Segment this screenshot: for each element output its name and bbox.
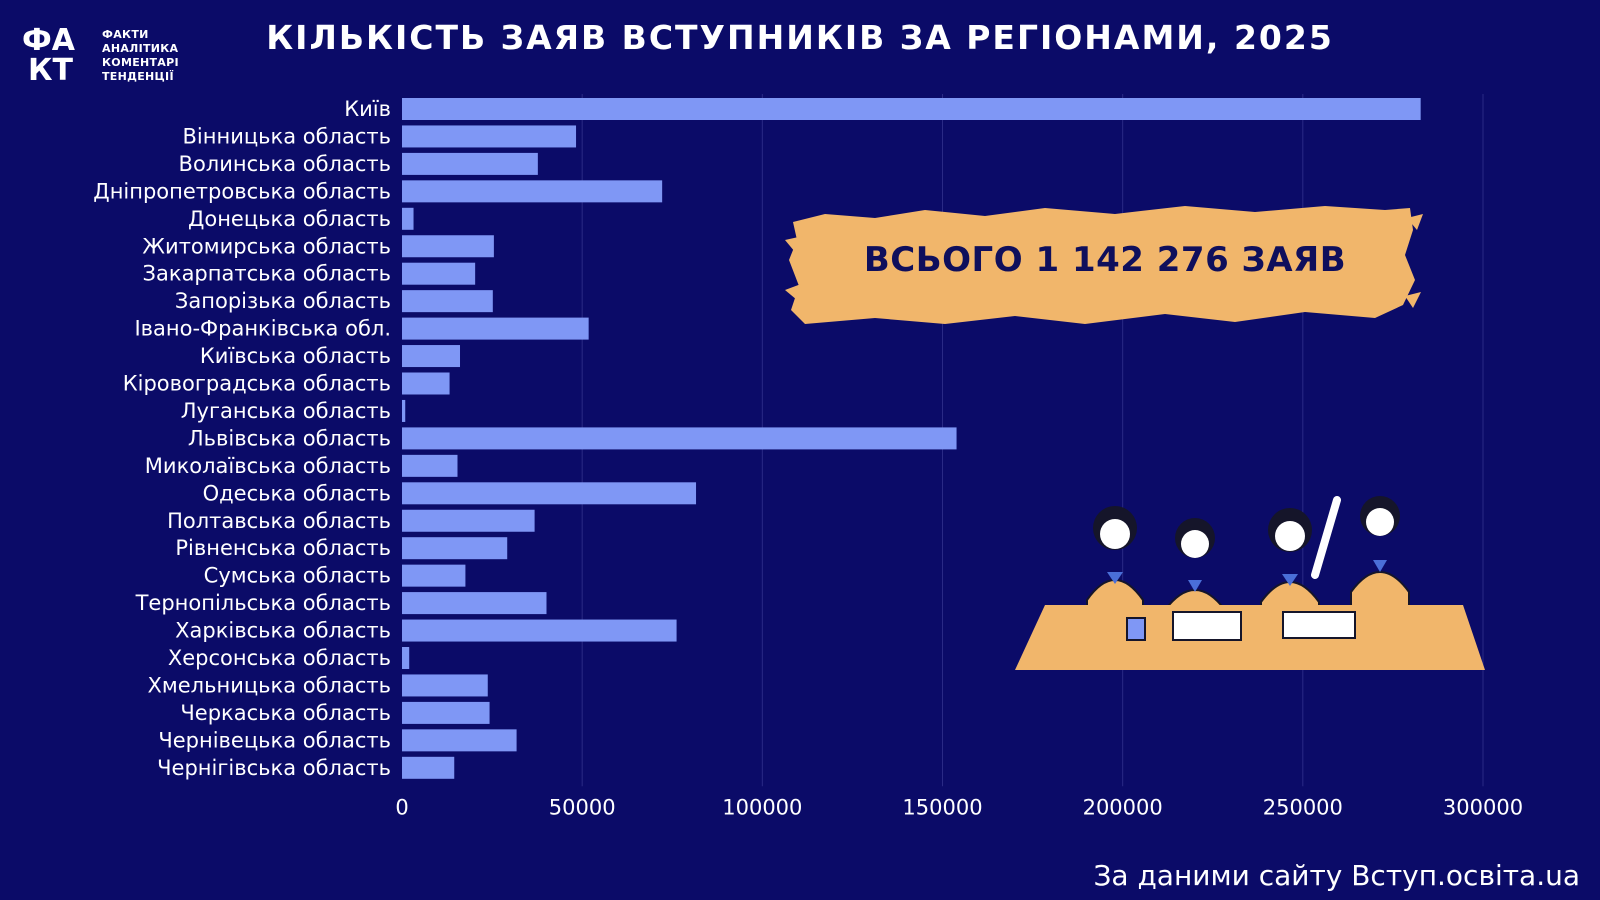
total-banner: ВСЬОГО 1 142 276 ЗАЯВ (785, 200, 1425, 330)
category-label: Івано-Франківська обл. (134, 317, 391, 341)
category-label: Київ (344, 97, 391, 121)
category-label: Закарпатська область (143, 262, 391, 286)
pencil-cup-icon (1126, 617, 1146, 641)
bar (402, 701, 490, 724)
bar (402, 372, 450, 395)
x-tick-label: 200000 (1083, 795, 1163, 819)
x-tick-label: 50000 (549, 795, 616, 819)
bar (402, 125, 577, 148)
category-label: Тернопільська область (135, 591, 391, 615)
bar (402, 674, 488, 697)
bar (402, 647, 410, 669)
category-label: Харківська область (175, 619, 391, 643)
paper-sheet-icon (1172, 611, 1242, 641)
desk-shape (1015, 605, 1485, 670)
logo-line: КОМЕНТАРІ (102, 56, 179, 69)
bar (402, 619, 677, 642)
student-figure-3 (1260, 496, 1341, 621)
bar (402, 290, 493, 313)
bar (402, 482, 697, 505)
logo-tagline: ФАКТИ АНАЛІТИКА КОМЕНТАРІ ТЕНДЕНЦІЇ (102, 28, 179, 84)
open-book-icon (1282, 611, 1356, 639)
bar (402, 509, 535, 532)
category-label: Львівська область (188, 426, 391, 450)
bar (402, 262, 476, 285)
category-label: Волинська область (179, 152, 391, 176)
logo-mark-bottom: КТ (28, 53, 74, 84)
bar (402, 235, 494, 258)
category-label: Рівненська область (175, 536, 391, 560)
category-label: Житомирська область (142, 234, 391, 258)
category-label: Чернігівська область (157, 756, 391, 780)
bar (402, 592, 547, 615)
logo-line: ФАКТИ (102, 28, 149, 41)
brand-logo: ФА КТ ФАКТИ АНАЛІТИКА КОМЕНТАРІ ТЕНДЕНЦІ… (22, 22, 197, 88)
bar (402, 399, 406, 422)
student-figure-4 (1350, 496, 1410, 613)
logo-line: АНАЛІТИКА (102, 42, 179, 55)
category-label: Луганська область (181, 399, 391, 423)
category-label: Кіровоградська область (123, 372, 391, 396)
chart-title: КІЛЬКІСТЬ ЗАЯВ ВСТУПНИКІВ ЗА РЕГІОНАМИ, … (266, 18, 1334, 57)
x-tick-label: 300000 (1443, 795, 1523, 819)
category-label: Запорізька область (175, 289, 391, 313)
category-label: Одеська область (203, 481, 391, 505)
bar (402, 98, 1421, 120)
students-illustration (1015, 496, 1485, 670)
category-label: Вінницька область (183, 124, 392, 148)
bar (402, 317, 589, 340)
brush-stroke-shape (785, 206, 1423, 324)
x-tick-label: 250000 (1263, 795, 1343, 819)
logo-mark-icon: ФА КТ (22, 23, 76, 84)
category-label: Дніпропетровська область (93, 179, 391, 203)
bar (402, 345, 461, 368)
x-tick-label: 0 (395, 795, 408, 819)
category-label: Донецька область (188, 207, 391, 231)
bar (402, 729, 517, 752)
total-text: ВСЬОГО 1 142 276 ЗАЯВ (863, 240, 1347, 280)
bar (402, 207, 414, 230)
bar (402, 454, 458, 477)
category-label: Миколаївська область (145, 454, 391, 478)
category-label: Черкаська область (180, 701, 391, 725)
category-label: Херсонська область (168, 646, 391, 670)
x-tick-label: 100000 (722, 795, 802, 819)
category-label: Сумська область (204, 564, 391, 588)
bar (402, 180, 663, 203)
category-label: Київська область (200, 344, 391, 368)
bar (402, 152, 538, 175)
category-label: Полтавська область (167, 509, 391, 533)
source-note: За даними сайту Вступ.освіта.ua (1093, 859, 1580, 892)
logo-mark-top: ФА (22, 23, 76, 58)
x-tick-label: 150000 (902, 795, 982, 819)
bar (402, 537, 508, 560)
bar (402, 756, 455, 779)
logo-line: ТЕНДЕНЦІЇ (102, 70, 174, 83)
bar (402, 564, 466, 587)
category-label: Хмельницька область (148, 673, 391, 697)
category-label: Чернівецька область (158, 728, 391, 752)
bar (402, 427, 957, 450)
student-figure-1 (1086, 506, 1144, 621)
